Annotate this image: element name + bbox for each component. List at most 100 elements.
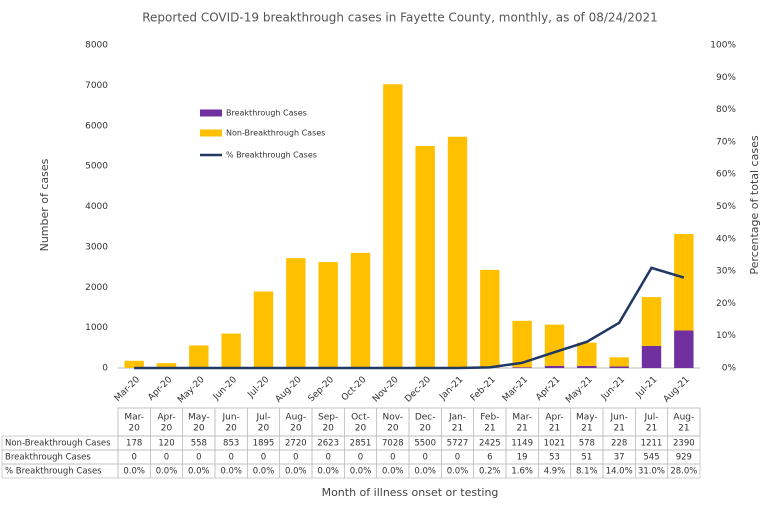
x-tick-label: Jun-20 (211, 375, 239, 403)
x-tick-label: Jul-21 (634, 375, 660, 401)
table-value: 31.0% (638, 467, 665, 477)
x-tick-label: Mar-20 (113, 375, 142, 404)
table-value: 1021 (544, 439, 566, 449)
bar (642, 297, 661, 346)
table-header: Nov-20 (383, 412, 404, 433)
x-tick-label: Dec-20 (403, 375, 433, 405)
x-axis-title: Month of illness onset or testing (322, 486, 499, 499)
table-header: Aug-20 (285, 412, 306, 433)
y2-tick-label: 70% (716, 137, 736, 147)
y-tick-label: 8000 (85, 41, 108, 51)
table-header: Aug-21 (673, 412, 694, 433)
table-value: 0.0% (317, 467, 339, 477)
y-tick-label: 1000 (85, 323, 108, 333)
table-value: 2623 (317, 439, 339, 449)
y2-tick-label: 100% (710, 41, 736, 51)
y2-axis-title: Percentage of total cases (748, 135, 761, 274)
x-tick-label: Jul-20 (246, 375, 272, 401)
table-header: Oct-20 (351, 412, 370, 433)
table-header: Jul-21 (643, 412, 658, 433)
table-value: 5727 (447, 439, 469, 449)
bar (642, 346, 661, 368)
legend-swatch (200, 130, 222, 137)
table-value: 0.0% (382, 467, 404, 477)
y-tick-label: 0 (102, 364, 108, 374)
table-value: 0 (228, 453, 233, 463)
x-tick-label: Aug-21 (662, 375, 692, 405)
y2-tick-label: 30% (716, 267, 736, 277)
x-tick-label: Oct-20 (340, 375, 369, 404)
table-value: 0.0% (447, 467, 469, 477)
table-value: 1.6% (511, 467, 533, 477)
y-tick-label: 2000 (85, 283, 108, 293)
table-value: 0.2% (479, 467, 501, 477)
bar (609, 357, 628, 366)
table-value: 178 (126, 439, 142, 449)
x-tick-label: May-21 (564, 375, 595, 406)
y-tick-label: 6000 (85, 121, 108, 131)
table-value: 0.0% (123, 467, 145, 477)
table-header: Mar-20 (124, 412, 144, 433)
table-header: Feb-21 (480, 412, 499, 433)
table-value: 2390 (673, 439, 695, 449)
table-value: 6 (487, 453, 492, 463)
table-value: 8.1% (576, 467, 598, 477)
bar (609, 367, 628, 368)
table-header: Jun-20 (222, 412, 240, 433)
y2-tick-label: 50% (716, 202, 736, 212)
bar (577, 366, 596, 368)
legend-swatch (200, 110, 222, 117)
table-value: 0 (164, 453, 169, 463)
x-tick-label: Sep-20 (307, 375, 337, 405)
bar (383, 84, 402, 368)
table-row-label: Breakthrough Cases (5, 453, 91, 463)
legend-label: Breakthrough Cases (226, 109, 307, 118)
bar (415, 146, 434, 368)
table-value: 0 (455, 453, 460, 463)
x-tick-label: May-20 (176, 375, 207, 406)
legend-label: % Breakthrough Cases (226, 151, 317, 160)
table-value: 2425 (479, 439, 501, 449)
y-tick-label: 5000 (85, 162, 108, 172)
table-value: 2851 (350, 439, 372, 449)
bar (577, 343, 596, 366)
bar (351, 253, 370, 368)
x-tick-label: Apr-21 (534, 375, 562, 403)
bar (286, 258, 305, 368)
table-value: 0.0% (156, 467, 178, 477)
bar (448, 137, 467, 368)
y-axis-title: Number of cases (38, 158, 51, 251)
table-value: 2720 (285, 439, 307, 449)
y2-tick-label: 0% (722, 364, 737, 374)
table-value: 929 (676, 453, 692, 463)
table-value: 1149 (511, 439, 533, 449)
bar (674, 234, 693, 330)
bar (318, 262, 337, 368)
table-value: 0 (390, 453, 395, 463)
table-value: 0 (422, 453, 427, 463)
table-value: 0.0% (253, 467, 275, 477)
table-value: 0 (131, 453, 136, 463)
table-value: 37 (614, 453, 625, 463)
table-value: 228 (611, 439, 627, 449)
table-header: Apr-20 (157, 412, 175, 433)
table-header: Apr-21 (545, 412, 563, 433)
table-header: May-21 (576, 412, 598, 433)
table-header: Jun-21 (610, 412, 628, 433)
x-tick-label: Mar-21 (501, 375, 530, 404)
y2-tick-label: 40% (716, 234, 736, 244)
table-header: Jul-20 (255, 412, 270, 433)
table-row-label: % Breakthrough Cases (5, 467, 102, 477)
table-value: 0 (261, 453, 266, 463)
table-value: 545 (643, 453, 659, 463)
table-header: Mar-21 (512, 412, 532, 433)
y-tick-label: 4000 (85, 202, 108, 212)
table-header: May-20 (188, 412, 210, 433)
bar (189, 345, 208, 368)
table-row-label: Non-Breakthrough Cases (5, 439, 111, 449)
x-tick-label: Jun-21 (599, 375, 627, 403)
table-value: 19 (517, 453, 528, 463)
table-value: 1895 (253, 439, 275, 449)
table-value: 28.0% (670, 467, 697, 477)
bar (545, 325, 564, 366)
